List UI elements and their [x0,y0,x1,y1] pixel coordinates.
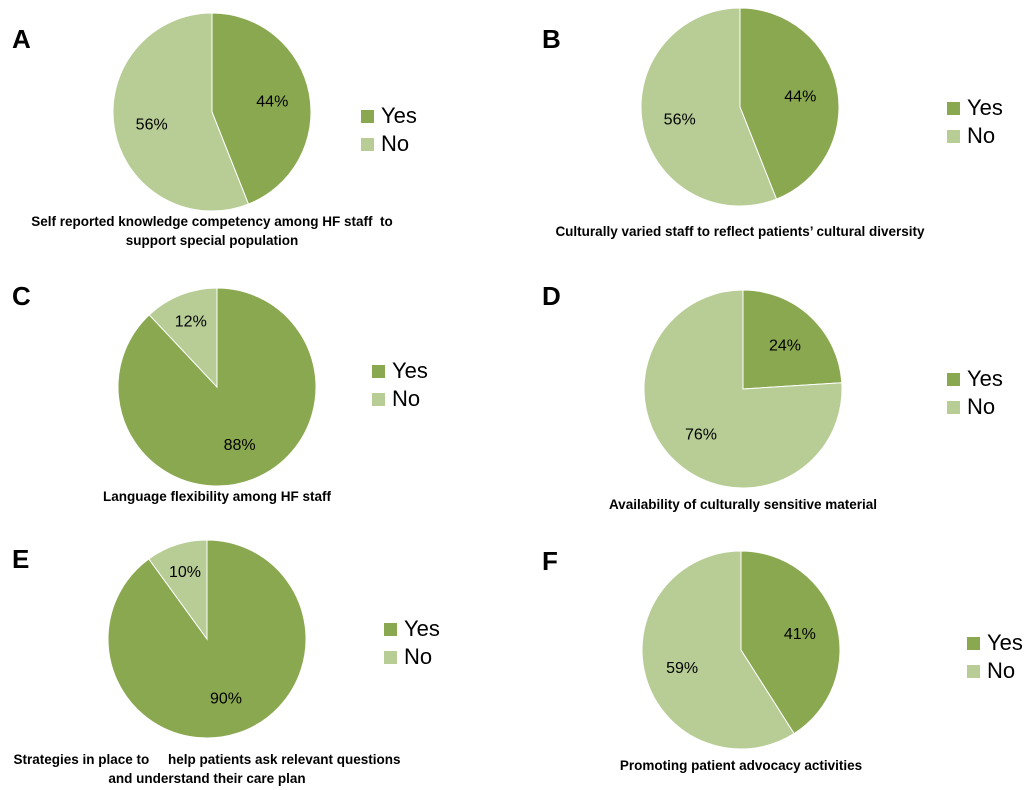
legend-label: Yes [987,630,1023,655]
legend-swatch [372,364,385,378]
slice-data-label: 90% [210,690,242,707]
pie-chart: 44% 56% [112,12,312,212]
panel-letter: A [12,24,31,54]
slice-data-label: 24% [769,337,801,354]
pie-slice-no [148,539,208,641]
pie-chart: 24% 76% [643,289,843,489]
chart-panel-e: E 90% 10% Yes No Strategies in place to help … [0,526,515,789]
legend-label: Yes [967,95,1003,120]
legend: Yes No [372,357,428,413]
chart-caption: Promoting patient advocacy activities [501,756,981,775]
legend-item-no: No [384,643,440,671]
caption-line: Language flexibility among HF staff [102,489,332,504]
pie-slice-yes [211,12,312,205]
legend-item-yes: Yes [947,365,1003,393]
slice-data-label: 44% [784,89,816,106]
caption-line: Self reported knowledge competency among… [31,214,393,229]
legend-item-no: No [372,385,428,413]
chart-panel-a: A 44% 56% Yes No Self reported knowledge comp… [0,0,515,263]
pie-slice-yes [740,550,841,735]
legend-swatch [967,636,980,650]
caption-line: support special population [125,233,299,248]
panel-letter: B [542,24,561,54]
legend-item-yes: Yes [384,615,440,643]
legend-swatch [967,664,980,678]
chart-panel-f: F 41% 59% Yes No Promoting patient advocacy a… [515,526,1030,789]
slice-data-label: 41% [784,626,816,643]
legend-item-no: No [361,130,417,158]
pie-chart: 90% 10% [107,539,307,739]
legend-label: No [404,644,433,669]
pie-chart: 88% 12% [117,287,317,487]
slice-data-label: 59% [666,660,698,677]
legend-item-yes: Yes [947,94,1003,122]
chart-caption: Availability of culturally sensitive mat… [503,495,983,514]
panel-letter: D [542,281,561,311]
legend: Yes No [947,94,1003,150]
panel-letter: C [12,281,31,311]
pie-slice-yes [739,7,840,200]
legend-swatch [947,101,960,115]
legend-item-yes: Yes [967,629,1023,657]
pie-slice-yes [742,289,843,390]
legend-label: Yes [381,103,417,128]
legend: Yes No [967,629,1023,685]
legend-swatch [947,400,960,414]
legend-swatch [947,372,960,386]
pie-slice-no [148,287,218,389]
pie-chart: 41% 59% [641,550,841,750]
slice-data-label: 10% [169,564,201,581]
panel-letter: E [12,544,30,574]
legend-item-no: No [967,657,1023,685]
panel-letter: F [542,546,558,576]
legend: Yes No [361,102,417,158]
legend-label: Yes [967,366,1003,391]
pie-slice-no [640,7,778,207]
chart-caption: Strategies in place to help patients ask… [0,750,447,788]
legend-item-yes: Yes [361,102,417,130]
legend-swatch [361,137,374,151]
pie-slice-no [643,289,843,489]
caption-line: and understand their care plan [108,771,306,786]
chart-panel-b: B 44% 56% Yes No Culturally varied staff to r… [515,0,1030,263]
legend-swatch [372,392,385,406]
slice-data-label: 56% [664,112,696,129]
slice-data-label: 56% [136,117,168,134]
pie-chart: 44% 56% [640,7,840,207]
slice-data-label: 44% [256,94,288,111]
legend-swatch [947,129,960,143]
legend-item-yes: Yes [372,357,428,385]
chart-panel-c: C 88% 12% Yes No Language flexibility among H… [0,263,515,526]
pie-slice-no [641,550,795,750]
legend-item-no: No [947,393,1003,421]
legend-swatch [384,622,397,636]
caption-line: Culturally varied staff to reflect patie… [555,224,925,239]
legend: Yes No [947,365,1003,421]
slice-data-label: 12% [175,314,207,331]
slice-data-label: 76% [685,427,717,444]
caption-line: Availability of culturally sensitive mat… [608,497,878,512]
pie-slice-no [112,12,250,212]
legend-label: Yes [404,616,440,641]
chart-caption: Language flexibility among HF staff [0,487,457,506]
legend-item-no: No [947,122,1003,150]
legend-label: Yes [392,358,428,383]
caption-line: Promoting patient advocacy activities [619,758,863,773]
chart-panel-d: D 24% 76% Yes No Availability of culturally s… [515,263,1030,526]
pie-slice-yes [117,287,317,487]
legend-label: No [987,658,1016,683]
legend: Yes No [384,615,440,671]
legend-label: No [967,394,996,419]
legend-label: No [392,386,421,411]
chart-caption: Self reported knowledge competency among… [0,212,452,250]
legend-swatch [361,109,374,123]
legend-label: No [381,131,410,156]
slice-data-label: 88% [224,437,256,454]
legend-swatch [384,650,397,664]
caption-line: Strategies in place to help patients ask… [13,752,401,767]
legend-label: No [967,123,996,148]
chart-caption: Culturally varied staff to reflect patie… [500,222,980,241]
